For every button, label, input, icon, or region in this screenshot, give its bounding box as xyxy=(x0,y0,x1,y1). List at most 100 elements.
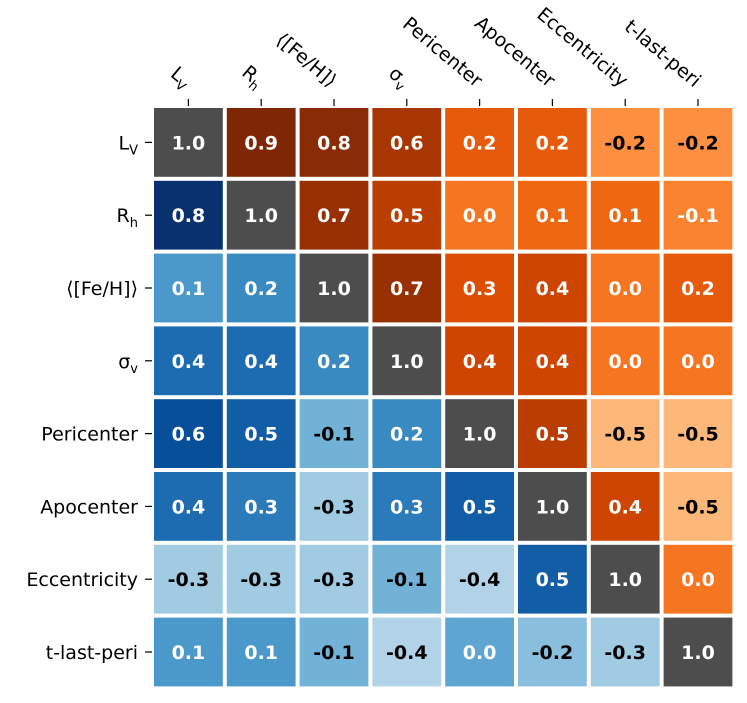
cell-value-label: -0.5 xyxy=(677,424,719,446)
heatmap-cell-r3-c7 xyxy=(663,326,733,396)
heatmap-cell-r0-c7 xyxy=(663,108,733,177)
cell-value-label: 0.3 xyxy=(244,496,278,518)
heatmap-cell-r5-c0 xyxy=(154,472,223,541)
heatmap-cell-r7-c4 xyxy=(445,617,514,687)
cell-value-label: -0.4 xyxy=(386,642,428,664)
heatmap-cell-r3-c1 xyxy=(226,326,296,396)
cell-value-label: 0.1 xyxy=(608,205,642,227)
cell-value-label: 0.4 xyxy=(608,496,642,518)
heatmap-cell-r6-c6 xyxy=(590,544,660,614)
heatmap-cell-r0-c4 xyxy=(445,108,514,177)
cell-value-label: -0.4 xyxy=(459,569,501,591)
cell-value-label: 0.2 xyxy=(390,424,424,446)
cell-value-label: -0.5 xyxy=(677,496,719,518)
cell-value-label: -0.1 xyxy=(386,569,428,591)
heatmap-cell-r5-c7 xyxy=(663,472,733,541)
cell-value-label: 0.8 xyxy=(172,205,206,227)
cell-value-label: 1.0 xyxy=(172,132,206,154)
heatmap-cell-r3-c4 xyxy=(445,326,514,396)
cell-value-label: 0.4 xyxy=(463,351,497,373)
cell-value-label: 0.7 xyxy=(317,205,351,227)
cell-value-label: 0.9 xyxy=(244,132,278,154)
heatmap-cells: 1.0 0.9 0.8 0.6 0.2 0.2 -0.2 -0.2 0.8 1.0 0.7 0.5 0.… xyxy=(154,108,733,687)
heatmap-cell-r4-c7 xyxy=(663,399,733,468)
heatmap-cell-r1-c5 xyxy=(518,180,587,250)
heatmap-cell-r3-c2 xyxy=(299,326,369,396)
cell-value-label: 0.2 xyxy=(463,132,497,154)
heatmap-cell-r1-c7 xyxy=(663,180,733,250)
cell-value-label: -0.3 xyxy=(313,496,355,518)
heatmap-cell-r5-c3 xyxy=(372,472,442,541)
cell-value-label: 0.4 xyxy=(536,351,570,373)
cell-value-label: 0.2 xyxy=(317,351,351,373)
cell-value-label: 0.0 xyxy=(463,205,497,227)
heatmap-cell-r0-c5 xyxy=(518,108,587,177)
row-tick-label: Apocenter xyxy=(40,496,138,518)
heatmap-cell-r4-c3 xyxy=(372,399,442,468)
heatmap-cell-r5-c1 xyxy=(226,472,296,541)
cell-value-label: 0.0 xyxy=(608,351,642,373)
heatmap-cell-r0-c3 xyxy=(372,108,442,177)
heatmap-cell-r1-c3 xyxy=(372,180,442,250)
heatmap-cell-r3-c5 xyxy=(518,326,587,396)
cell-value-label: 0.1 xyxy=(172,642,206,664)
heatmap-cell-r2-c4 xyxy=(445,253,514,323)
cell-value-label: 1.0 xyxy=(244,205,278,227)
heatmap-cell-r7-c6 xyxy=(590,617,660,687)
cell-value-label: 0.8 xyxy=(317,132,351,154)
row-tick-label: σv xyxy=(118,351,138,377)
column-tick-label: Rh xyxy=(235,61,268,95)
column-tick-label: LV xyxy=(164,62,196,95)
heatmap-cell-r6-c0 xyxy=(154,544,223,614)
column-tick-labels: LV Rh ⟨[Fe/H]⟩ σvPericenterApocenterEccentr… xyxy=(164,3,705,106)
cell-value-label: 0.0 xyxy=(608,278,642,300)
heatmap-cell-r1-c4 xyxy=(445,180,514,250)
heatmap-cell-r1-c6 xyxy=(590,180,660,250)
heatmap-cell-r0-c6 xyxy=(590,108,660,177)
cell-value-label: 1.0 xyxy=(390,351,424,373)
heatmap-cell-r2-c5 xyxy=(518,253,587,323)
cell-value-label: 0.5 xyxy=(536,424,570,446)
cell-value-label: 0.4 xyxy=(536,278,570,300)
row-tick-label: Eccentricity xyxy=(26,569,138,591)
cell-value-label: 1.0 xyxy=(608,569,642,591)
cell-value-label: 0.4 xyxy=(172,351,206,373)
heatmap-cell-r2-c0 xyxy=(154,253,223,323)
heatmap-cell-r0-c1 xyxy=(226,108,296,177)
heatmap-cell-r4-c0 xyxy=(154,399,223,468)
cell-value-label: 1.0 xyxy=(536,496,570,518)
cell-value-label: 1.0 xyxy=(681,642,715,664)
cell-value-label: -0.2 xyxy=(532,642,574,664)
heatmap-cell-r2-c7 xyxy=(663,253,733,323)
cell-value-label: 0.2 xyxy=(244,278,278,300)
heatmap-cell-r0-c2 xyxy=(299,108,369,177)
heatmap-cell-r4-c1 xyxy=(226,399,296,468)
heatmap-cell-r6-c3 xyxy=(372,544,442,614)
heatmap-cell-r5-c4 xyxy=(445,472,514,541)
heatmap-cell-r5-c2 xyxy=(299,472,369,541)
cell-value-label: 0.2 xyxy=(536,132,570,154)
cell-value-label: 0.0 xyxy=(681,351,715,373)
row-tick-label: Pericenter xyxy=(41,424,138,446)
heatmap-cell-r6-c7 xyxy=(663,544,733,614)
cell-value-label: 0.3 xyxy=(463,278,497,300)
cell-value-label: -0.2 xyxy=(677,132,719,154)
heatmap-cell-r2-c1 xyxy=(226,253,296,323)
cell-value-label: 0.1 xyxy=(244,642,278,664)
column-tick-label: σv xyxy=(382,62,414,95)
heatmap-cell-r7-c3 xyxy=(372,617,442,687)
heatmap-cell-r5-c6 xyxy=(590,472,660,541)
row-tick-label: ⟨[Fe/H]⟩ xyxy=(66,278,138,300)
heatmap-cell-r2-c3 xyxy=(372,253,442,323)
row-tick-labels: LV Rh ⟨[Fe/H]⟩ σv Pericenter Apocenter Eccentr… xyxy=(26,132,152,664)
cell-value-label: 0.3 xyxy=(390,496,424,518)
cell-value-label: 0.1 xyxy=(172,278,206,300)
heatmap-cell-r4-c5 xyxy=(518,399,587,468)
cell-value-label: -0.5 xyxy=(604,424,646,446)
cell-value-label: 0.5 xyxy=(390,205,424,227)
cell-value-label: -0.3 xyxy=(604,642,646,664)
cell-value-label: 0.7 xyxy=(390,278,424,300)
cell-value-label: 1.0 xyxy=(317,278,351,300)
heatmap-cell-r7-c1 xyxy=(226,617,296,687)
cell-value-label: -0.1 xyxy=(677,205,719,227)
